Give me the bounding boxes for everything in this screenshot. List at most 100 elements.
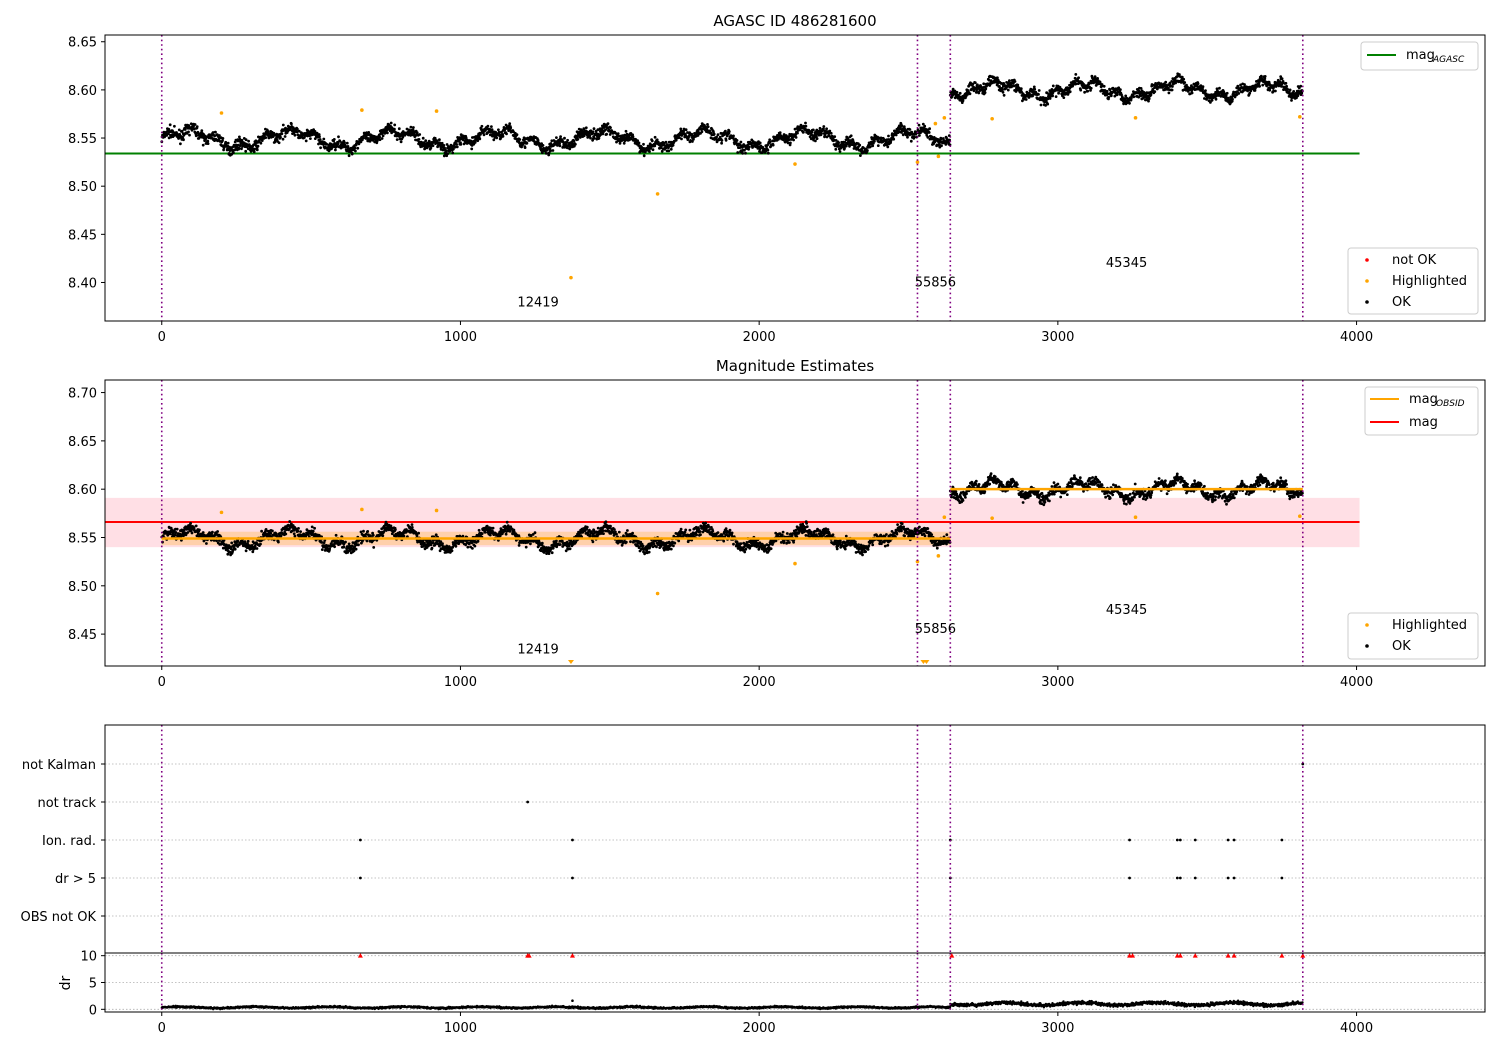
- panel2-ytick-label: 8.70: [68, 387, 97, 402]
- panel3-flag-point: [1232, 876, 1236, 880]
- panel4-ytick-label: 10: [80, 950, 97, 965]
- panel3-flag-point: [1178, 838, 1182, 842]
- panel2-xtick-label: 3000: [1041, 675, 1074, 690]
- legend2b-marker: [1365, 623, 1369, 627]
- panel1-axes: 0 1000 2000 3000 4000 8.40 8.45 8.50 8.55 8.60 8.6…: [68, 34, 1486, 345]
- panel2-title: Magnitude Estimates: [716, 357, 874, 375]
- legend2b-label: Highlighted: [1392, 618, 1467, 633]
- panel2-frame: [104, 379, 1486, 667]
- legend-status-panel1: not OK Highlighted OK: [1347, 247, 1479, 315]
- panel4-clipped-marker: [1279, 953, 1285, 958]
- panel1-obsid-label: 12419: [517, 296, 558, 311]
- panel2-highlighted-point: [942, 515, 947, 520]
- panel3-flag-point: [526, 800, 530, 804]
- panel2-highlighted-point: [655, 591, 660, 596]
- panel1-highlighted-point: [915, 160, 920, 164]
- panel3-flag-point: [1226, 838, 1230, 842]
- legend1b-label: Highlighted: [1392, 274, 1467, 289]
- panel4-dr-points: [160, 999, 1304, 1011]
- legend1b-marker: [1365, 300, 1369, 304]
- panel4-dr-point: [571, 999, 574, 1003]
- panel2-highlighted-point: [219, 510, 224, 515]
- panel4-clipped-marker: [1130, 953, 1136, 958]
- panel1-ytick-label: 8.45: [68, 228, 97, 243]
- panel2-highlighted-point: [360, 507, 364, 512]
- panel3-category-label: OBS not OK: [21, 910, 97, 925]
- panel1-ytick-label: 8.60: [68, 84, 97, 99]
- panel1-data: 12419 55856 45345: [105, 35, 1360, 321]
- legend1b-marker: [1365, 279, 1369, 283]
- legend2b-marker: [1365, 644, 1369, 648]
- panel3-flag-point: [1175, 876, 1179, 880]
- panel3-flag-point: [1280, 876, 1284, 880]
- panel2-offscale-marker: [567, 660, 574, 664]
- panel2-obsid-label: 12419: [517, 642, 558, 657]
- legend2b-box: [1347, 612, 1479, 660]
- legend2b-label: OK: [1392, 639, 1411, 654]
- panel2-ytick-label: 8.65: [68, 435, 97, 450]
- panel1-highlighted-point: [219, 111, 224, 115]
- panel3-category-label: not Kalman: [22, 758, 96, 773]
- panel4-xtick-label: 1000: [444, 1021, 477, 1036]
- panel2-ok-points: [160, 472, 1304, 557]
- panel3-flag-point: [1193, 876, 1197, 880]
- panel1-ytick-label: 8.55: [68, 132, 97, 147]
- panel4-clipped-marker: [357, 953, 363, 958]
- panel2-highlighted-point: [1133, 515, 1138, 520]
- panel2-highlighted-point: [793, 561, 797, 566]
- legend1b-marker: [1365, 258, 1369, 262]
- panel3-flag-point: [571, 876, 574, 880]
- panel1-xtick-label: 4000: [1340, 330, 1373, 345]
- panel2-highlighted-point: [990, 516, 994, 520]
- panel1-highlighted-point: [434, 109, 439, 113]
- panel1-highlighted-point: [1298, 115, 1302, 119]
- panel4-clipped-marker: [1177, 953, 1183, 958]
- panel3-flag-point: [1232, 838, 1236, 842]
- panel1-highlighted-point: [990, 116, 994, 121]
- panel1-obsid-label: 55856: [915, 275, 956, 290]
- panel4-clipped-marker: [569, 953, 575, 958]
- legend2-label-sub: OBSID: [1436, 399, 1465, 409]
- panel1-highlighted-point: [942, 116, 947, 120]
- panel1-ytick-label: 8.50: [68, 180, 97, 195]
- panel2-ytick-label: 8.60: [68, 483, 97, 498]
- panel2-offscale-marker: [923, 660, 930, 664]
- panel1-obsid-label: 45345: [1106, 256, 1147, 271]
- panel4-xtick-label: 0: [158, 1021, 166, 1036]
- panel4-clipped-marker: [1225, 953, 1231, 958]
- legend1-label-sub: AGASC: [1432, 55, 1465, 65]
- panel3-flags: [105, 725, 1485, 953]
- panel4-ytick-label: 0: [89, 1003, 97, 1018]
- panel2-axes: 0 1000 2000 3000 4000 8.45 8.50 8.55 8.60 8.65 8.7…: [68, 379, 1486, 690]
- panel4-ytick-label: 5: [89, 977, 97, 992]
- panel2-xtick-label: 2000: [743, 675, 776, 690]
- panel1-title: AGASC ID 486281600: [713, 12, 876, 30]
- panel3-flag-point: [358, 838, 362, 842]
- panel4-xtick-label: 3000: [1041, 1021, 1074, 1036]
- panel4-xtick-label: 2000: [743, 1021, 776, 1036]
- panel2-xtick-label: 1000: [444, 675, 477, 690]
- panel1-highlighted-point: [1133, 116, 1138, 120]
- legend1-box: [1360, 41, 1479, 71]
- panel2-xtick-label: 0: [158, 675, 166, 690]
- panel2-ytick-label: 8.45: [68, 628, 97, 643]
- panel4-dr: [105, 953, 1485, 1012]
- panel2-data: 12419 55856 45345: [105, 380, 1360, 666]
- panel4-clipped-marker: [1300, 953, 1306, 958]
- panel3-category-label: not track: [37, 796, 96, 811]
- panel2-highlighted-point: [434, 508, 439, 513]
- panel2-ytick-label: 8.55: [68, 531, 97, 546]
- panel3-flag-point: [1128, 876, 1131, 880]
- panel2-ytick-label: 8.50: [68, 580, 97, 595]
- panel3-flag-point: [1128, 838, 1131, 842]
- panel4-clipped-marker: [1192, 953, 1198, 958]
- panel3-flag-point: [1280, 838, 1284, 842]
- legend2-label: mag: [1409, 415, 1438, 430]
- panel3-flag-point: [1175, 838, 1179, 842]
- panel1-ytick-label: 8.40: [68, 276, 97, 291]
- legend-status-panel2: Highlighted OK: [1347, 612, 1479, 660]
- legend1b-label: OK: [1392, 295, 1411, 310]
- panel1-highlighted-point: [655, 192, 660, 196]
